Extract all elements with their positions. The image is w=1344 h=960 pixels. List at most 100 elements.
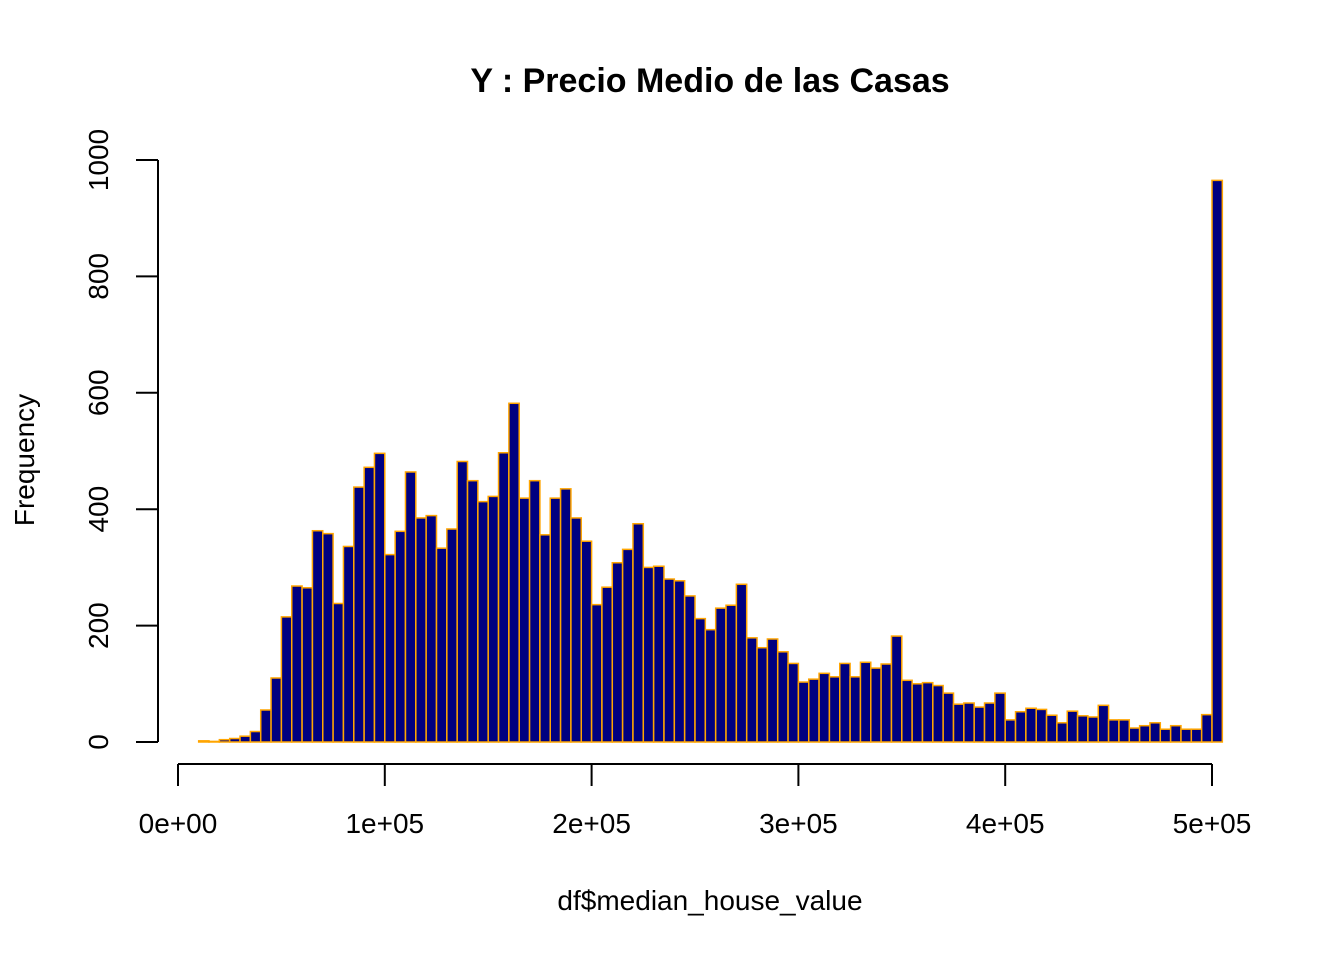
histogram-bar bbox=[983, 702, 996, 743]
histogram-bar bbox=[683, 595, 696, 743]
x-tick-label: 5e+05 bbox=[1173, 808, 1252, 839]
histogram-bar bbox=[807, 678, 820, 743]
histogram-bar bbox=[673, 580, 686, 743]
histogram-bar bbox=[787, 662, 800, 743]
histogram-bar bbox=[766, 638, 779, 743]
histogram-bar bbox=[249, 730, 262, 743]
histogram-bar bbox=[1211, 179, 1224, 743]
histogram-bar bbox=[208, 740, 221, 743]
histogram-bar bbox=[1180, 728, 1193, 743]
histogram-bar bbox=[797, 681, 810, 743]
y-tick-label: 400 bbox=[83, 486, 114, 533]
histogram-bar bbox=[1076, 715, 1089, 743]
histogram-bar bbox=[1056, 722, 1068, 743]
histogram-bar bbox=[301, 587, 314, 743]
histogram-bar bbox=[404, 471, 417, 743]
histogram-bar bbox=[601, 586, 614, 743]
histogram-bar bbox=[735, 583, 748, 743]
histogram-bar bbox=[549, 497, 562, 743]
histogram-bar bbox=[725, 604, 738, 743]
histogram-bar bbox=[963, 702, 975, 743]
histogram-bar bbox=[1097, 704, 1110, 743]
y-tick-label: 800 bbox=[83, 253, 114, 300]
histogram-bars bbox=[197, 179, 1224, 743]
histogram-bar bbox=[456, 460, 469, 743]
histogram-bar bbox=[590, 603, 603, 743]
histogram-bar bbox=[332, 602, 345, 743]
histogram-bar bbox=[911, 683, 924, 743]
histogram-bar bbox=[880, 663, 893, 743]
histogram-bar bbox=[394, 530, 407, 743]
histogram-bar bbox=[942, 692, 955, 743]
chart-title: Y : Precio Medio de las Casas bbox=[470, 62, 949, 100]
y-tick-label: 0 bbox=[83, 734, 114, 750]
y-tick-label: 1000 bbox=[83, 129, 114, 191]
histogram-bar bbox=[1087, 716, 1100, 743]
histogram-bar bbox=[508, 402, 520, 743]
histogram-bar bbox=[1107, 719, 1120, 743]
x-axis-label: df$median_house_value bbox=[557, 885, 862, 916]
histogram-bar bbox=[528, 479, 541, 743]
histogram-bar bbox=[859, 661, 872, 743]
histogram-bar bbox=[890, 635, 903, 743]
histogram-bar bbox=[611, 561, 624, 743]
y-axis-label: Frequency bbox=[9, 394, 40, 526]
histogram-bar bbox=[1159, 728, 1172, 743]
histogram-bar bbox=[952, 703, 965, 743]
histogram-bar bbox=[745, 637, 758, 743]
histogram-bar bbox=[259, 709, 272, 743]
x-axis: 0e+00 1e+05 2e+05 3e+05 4e+05 5e+05 bbox=[139, 763, 1252, 839]
histogram-bar bbox=[446, 528, 458, 743]
histogram-bar bbox=[1149, 722, 1162, 743]
histogram-bar bbox=[342, 545, 355, 743]
histogram-bar bbox=[353, 486, 365, 743]
histogram-bar bbox=[663, 578, 676, 743]
histogram-bar bbox=[776, 651, 789, 743]
histogram-bar bbox=[818, 672, 831, 743]
histogram-bar bbox=[228, 737, 241, 743]
histogram-bar bbox=[642, 566, 655, 743]
histogram-bar bbox=[1066, 710, 1079, 743]
y-tick-label: 600 bbox=[83, 369, 114, 416]
histogram-bar bbox=[1200, 713, 1213, 743]
x-tick-label: 0e+00 bbox=[139, 808, 218, 839]
histogram-bar bbox=[973, 706, 986, 743]
y-axis: 0 200 400 600 800 1000 bbox=[83, 129, 159, 750]
histogram-bar bbox=[1004, 719, 1017, 743]
histogram-bar bbox=[311, 529, 324, 743]
histogram-bar bbox=[363, 466, 376, 743]
histogram-bar bbox=[270, 677, 283, 743]
histogram-bar bbox=[652, 565, 665, 743]
histogram-bar bbox=[570, 517, 583, 743]
x-tick-label: 3e+05 bbox=[759, 808, 838, 839]
histogram-bar bbox=[1045, 714, 1058, 743]
histogram-bar bbox=[559, 488, 572, 743]
x-tick-label: 2e+05 bbox=[552, 808, 631, 839]
histogram-bar bbox=[714, 607, 727, 743]
histogram-bar bbox=[218, 738, 231, 743]
histogram-bar bbox=[1138, 724, 1151, 743]
histogram-bar bbox=[756, 646, 769, 743]
histogram-bar bbox=[870, 667, 882, 743]
x-tick-label: 1e+05 bbox=[345, 808, 424, 839]
histogram-bar bbox=[466, 479, 479, 743]
histogram-bar bbox=[487, 495, 500, 743]
histogram-bar bbox=[518, 497, 531, 743]
histogram-bar bbox=[239, 735, 252, 743]
histogram-bar bbox=[704, 628, 717, 743]
histogram-bar bbox=[322, 532, 334, 743]
histogram-bar bbox=[415, 517, 427, 743]
histogram-bar bbox=[373, 452, 386, 743]
histogram-bar bbox=[1025, 707, 1037, 743]
histogram-bar bbox=[580, 540, 593, 743]
histogram-bar bbox=[694, 617, 707, 743]
histogram-bar bbox=[839, 662, 851, 743]
x-tick-label: 4e+05 bbox=[966, 808, 1045, 839]
histogram-bar bbox=[901, 679, 913, 743]
histogram-bar bbox=[539, 534, 551, 743]
histogram-bar bbox=[425, 514, 438, 743]
histogram-bar bbox=[921, 681, 934, 743]
histogram-bar bbox=[849, 676, 862, 743]
histogram-bar bbox=[1190, 728, 1203, 743]
histogram-bar bbox=[1014, 710, 1027, 743]
